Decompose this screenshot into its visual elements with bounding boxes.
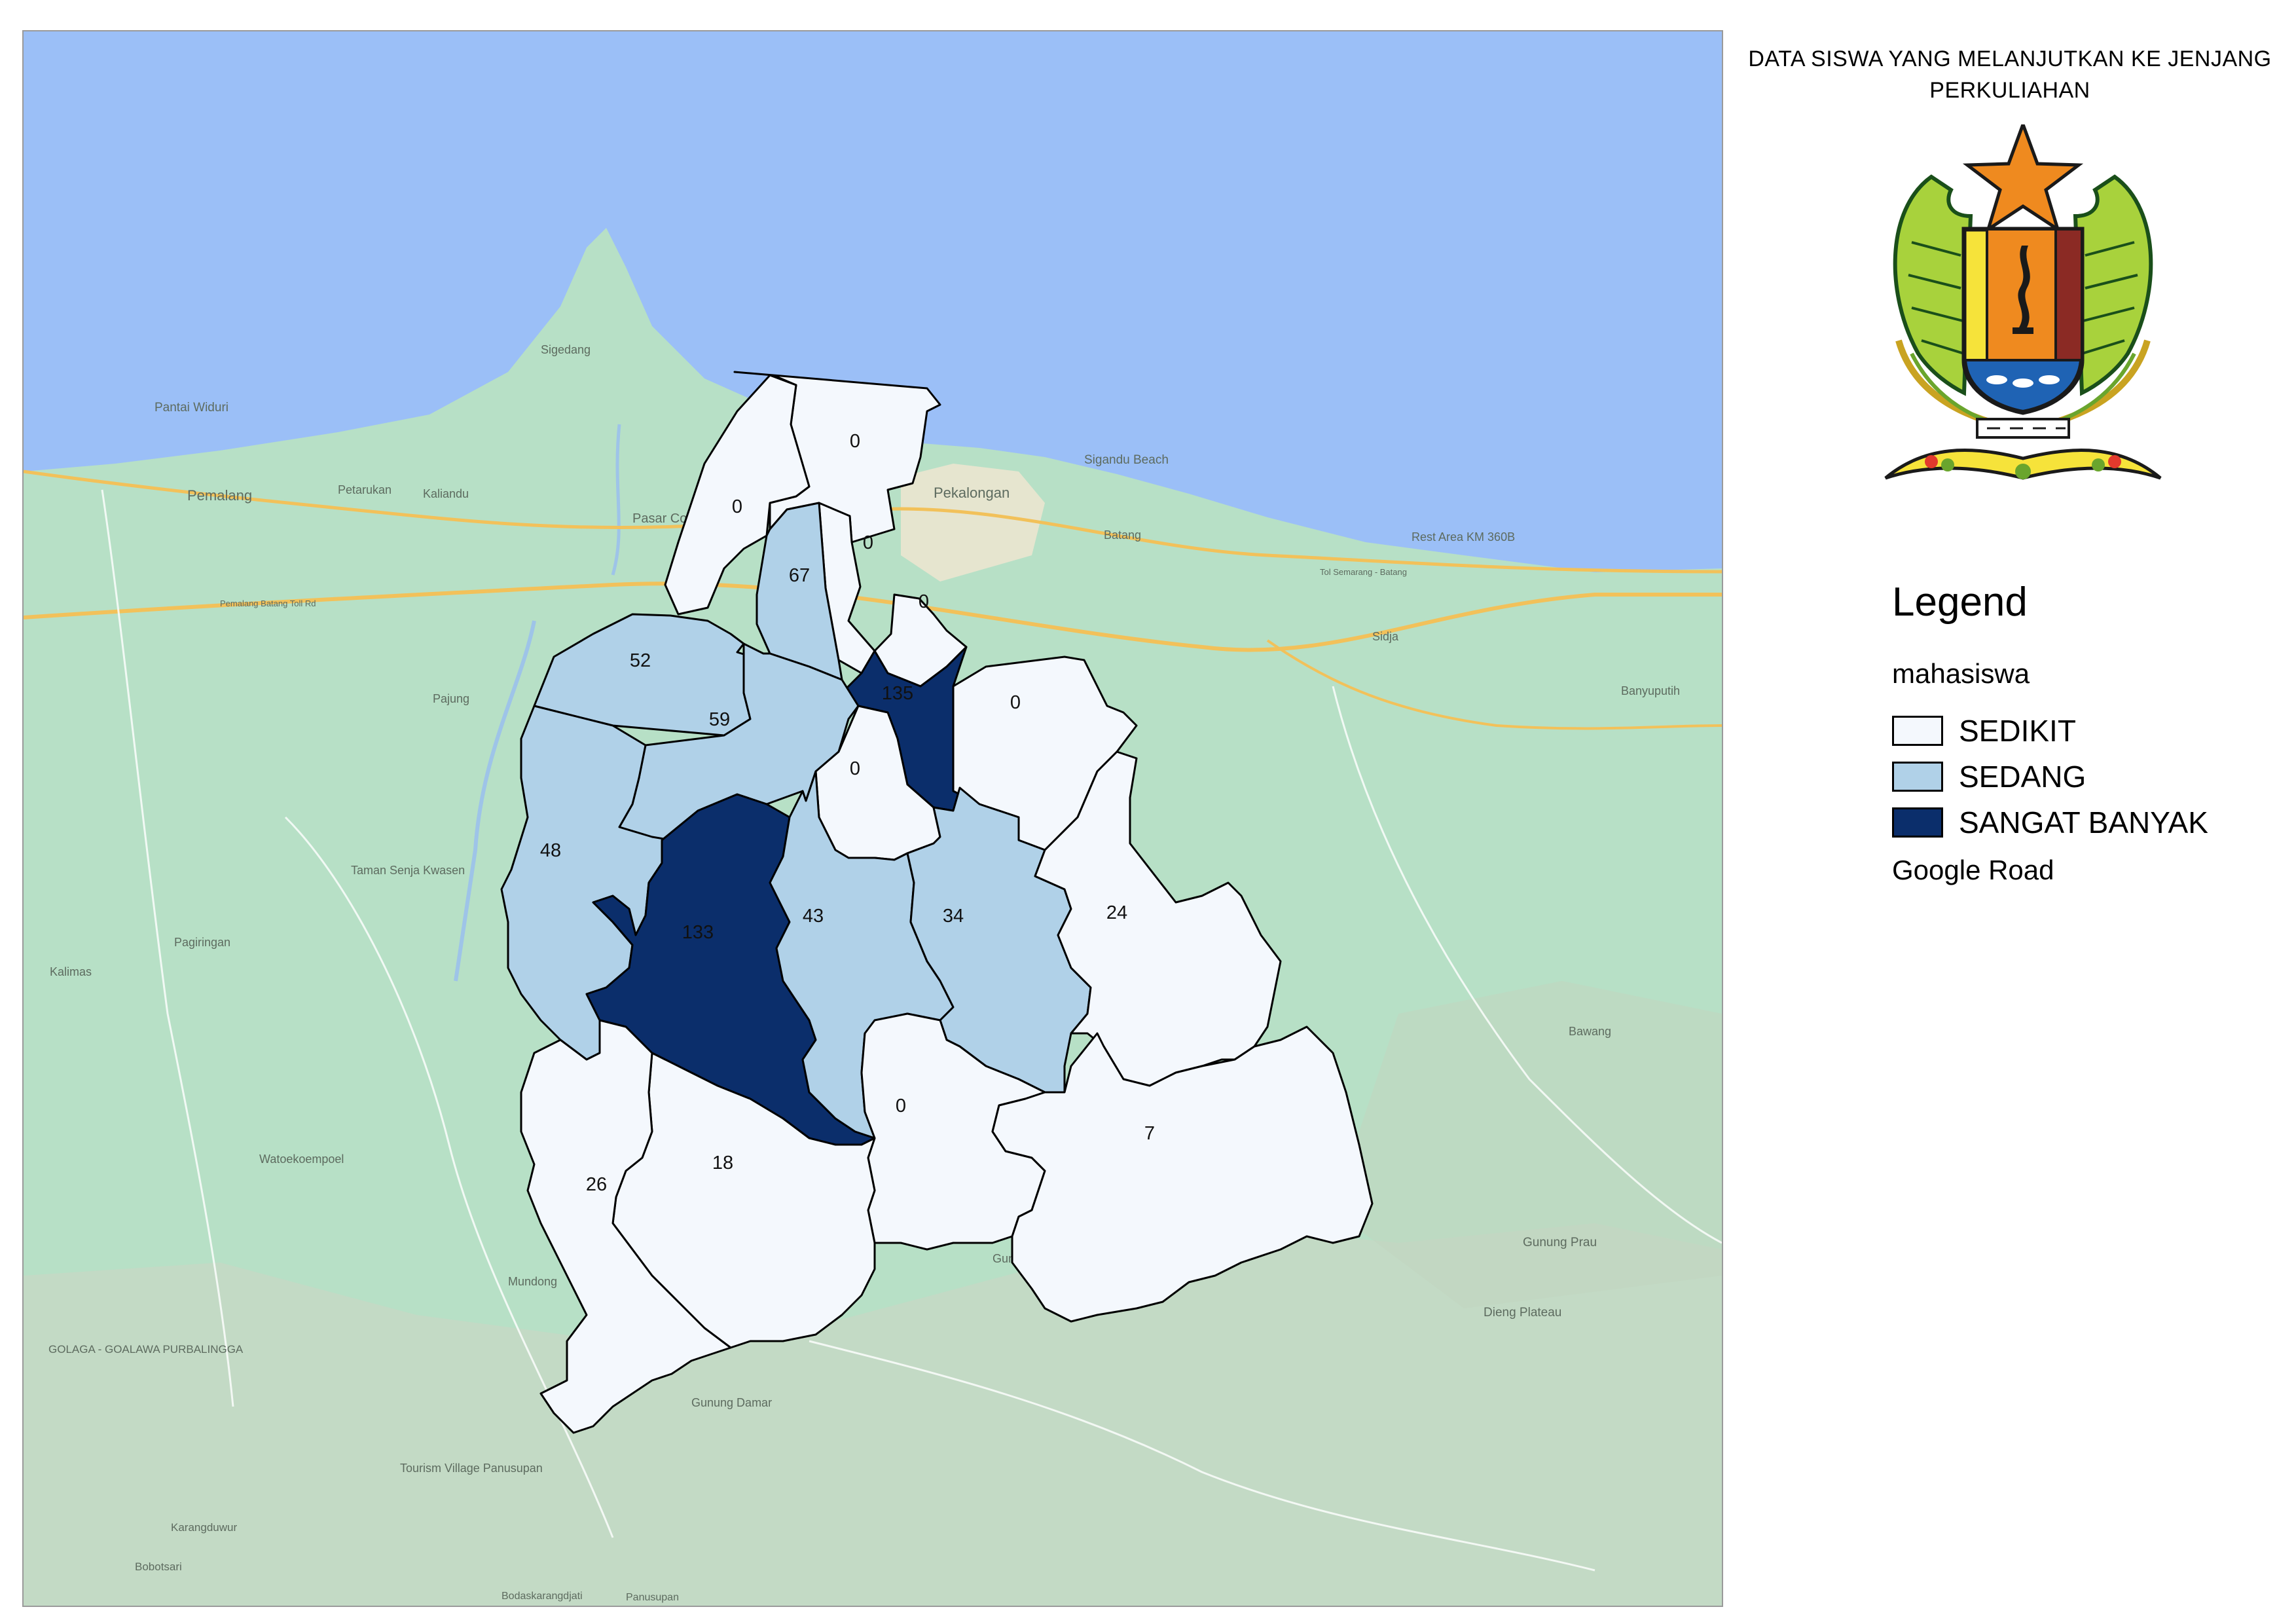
place-label: Kaliandu: [423, 487, 469, 500]
shield-maroon-panel: [2054, 228, 2083, 368]
district-value-label: 59: [709, 709, 730, 730]
district-value-label: 0: [919, 591, 929, 612]
place-label: Pekalongan: [934, 485, 1010, 501]
district-value-label: 0: [850, 431, 860, 452]
place-label: Rest Area KM 360B: [1412, 530, 1515, 544]
highland-terrain: [1333, 981, 1722, 1308]
fish-icon: [2039, 375, 2060, 384]
main-road: [1266, 639, 1722, 730]
legend-swatch: [1892, 716, 1943, 746]
district-area[interactable]: [1034, 750, 1282, 1087]
district-value-label: 67: [789, 565, 810, 586]
district-value-label: 34: [943, 906, 964, 927]
place-label: Pemalang: [187, 487, 252, 504]
place-label: Dieng Plateau: [1484, 1306, 1561, 1320]
district-value-label: 7: [1144, 1123, 1155, 1144]
district-value-label: 26: [586, 1174, 607, 1195]
place-label: Tourism Village Panusupan: [400, 1462, 543, 1475]
map-legend: Legend mahasiswa SEDIKIT SEDANG SANGAT B…: [1892, 580, 2285, 887]
urban-area: [901, 464, 1045, 581]
district-value-label: 48: [540, 840, 561, 861]
place-label: Pajung: [433, 692, 469, 705]
place-label: Sigandu Beach: [1084, 453, 1169, 467]
place-label: GOLAGA - GOALAWA PURBALINGGA: [48, 1343, 244, 1356]
legend-item-sedikit: SEDIKIT: [1892, 708, 2285, 754]
legend-basemap-label: Google Road: [1892, 855, 2054, 885]
flower-icon: [1941, 458, 1954, 471]
district-value-label: 24: [1106, 902, 1127, 923]
flower-icon: [1925, 455, 1938, 468]
river: [611, 424, 621, 576]
place-label: Karangduwur: [171, 1521, 237, 1534]
district-value-label: 0: [732, 496, 742, 517]
place-label: Mundong: [508, 1275, 557, 1288]
local-road: [1332, 686, 1722, 1244]
fish-icon: [2013, 378, 2033, 388]
kris-hilt: [2013, 327, 2033, 334]
district-value-label: 43: [803, 906, 824, 927]
map-canvas[interactable]: Pantai Widuri Sigedang Pemalang Petaruka…: [24, 31, 1722, 1606]
legend-swatch: [1892, 807, 1943, 838]
legend-label: SANGAT BANYAK: [1959, 805, 2208, 840]
place-label: Sigedang: [541, 343, 591, 356]
place-label: Taman Senja Kwasen: [351, 864, 465, 877]
left-wing-emblem: [1893, 174, 1973, 396]
legend-layer-name: mahasiswa: [1892, 658, 2030, 689]
place-label: Watoekoempoel: [259, 1153, 344, 1166]
local-road: [809, 1340, 1595, 1572]
toll-road: [24, 581, 1722, 652]
place-label: Petarukan: [338, 483, 392, 496]
right-wing-feathers: [2081, 241, 2138, 355]
district-value-label: 0: [1010, 692, 1021, 713]
flower-icon: [2092, 458, 2105, 471]
place-label: Bodaskarangdjati: [501, 1591, 583, 1602]
star-icon: [1962, 119, 2084, 233]
district-value-label: 0: [863, 532, 873, 553]
district-value-label: 0: [850, 758, 860, 779]
place-label: Gunung Prau: [1523, 1236, 1597, 1249]
legend-title: Legend: [1892, 580, 2028, 625]
map-title: DATA SISWA YANG MELANJUTKAN KE JENJANG P…: [1748, 46, 2272, 103]
river: [454, 620, 536, 982]
mountain-terrain: [24, 1223, 1722, 1606]
place-label: Kalimas: [50, 965, 92, 978]
district-value-label: 133: [682, 922, 714, 943]
place-label: Bawang: [1569, 1025, 1611, 1038]
district-layer: [500, 371, 1374, 1434]
legend-item-sangat-banyak: SANGAT BANYAK: [1892, 800, 2285, 845]
district-value-label: 52: [630, 650, 651, 671]
district-value-label: 135: [882, 683, 913, 704]
district-value-labels: 0 0 0 67 0 52 135 0 59 0 48 133 43 34 24…: [540, 431, 1155, 1195]
map-frame[interactable]: Pantai Widuri Sigedang Pemalang Petaruka…: [22, 30, 1723, 1607]
legend-item-sedang: SEDANG: [1892, 754, 2285, 800]
place-label: Pemalang Batang Toll Rd: [220, 599, 316, 608]
flower-icon: [2015, 464, 2031, 479]
place-label: Tol Semarang - Batang: [1320, 567, 1407, 577]
legend-label: SEDIKIT: [1959, 714, 2076, 748]
regency-coat-of-arms: [1872, 119, 2174, 491]
district-area[interactable]: [991, 1025, 1374, 1323]
legend-swatch: [1892, 762, 1943, 792]
district-value-label: 18: [712, 1153, 733, 1173]
place-label: Bobotsari: [135, 1560, 182, 1573]
district-value-label: 0: [896, 1096, 906, 1116]
district-area[interactable]: [664, 374, 811, 616]
place-label: Banyuputih: [1621, 684, 1680, 697]
right-wing-emblem: [2073, 174, 2153, 396]
district-area[interactable]: [520, 1019, 732, 1434]
place-label: Batang: [1104, 528, 1141, 542]
sea-area: [24, 31, 1722, 572]
left-wing-feathers: [1908, 241, 1965, 355]
legend-label: SEDANG: [1959, 760, 2086, 794]
kris-dagger-icon: [2018, 246, 2030, 327]
place-label: Gunung Damar: [691, 1396, 772, 1409]
place-label: Pantai Widuri: [155, 401, 228, 415]
place-label: Sidja: [1372, 630, 1399, 643]
fish-icon: [1986, 375, 2007, 384]
place-label: Pagiringan: [174, 936, 230, 949]
place-label: Panusupan: [626, 1592, 679, 1603]
flower-icon: [2108, 455, 2121, 468]
local-road: [101, 489, 234, 1407]
